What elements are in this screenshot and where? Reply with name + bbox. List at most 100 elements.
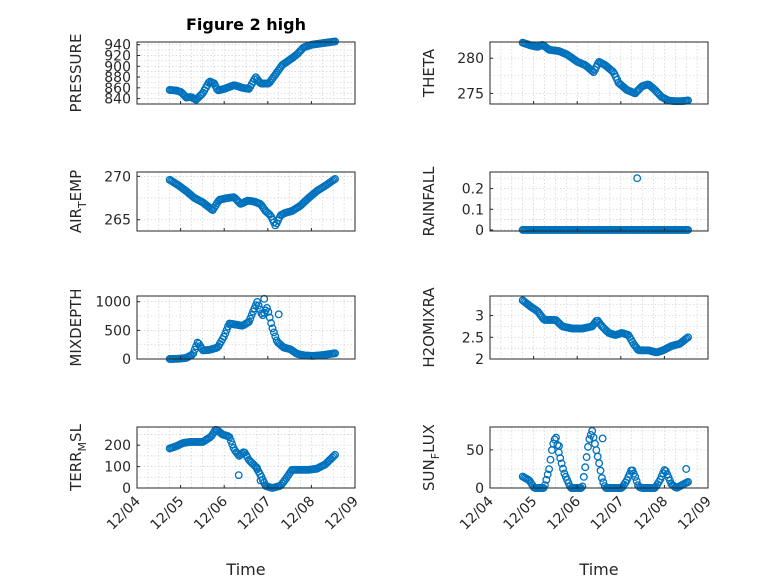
- data-point: [598, 434, 607, 443]
- data-point: [250, 75, 259, 84]
- y-tick-label: 0: [122, 481, 131, 497]
- data-point: [263, 304, 271, 312]
- x-tick-label: 12/04: [457, 493, 497, 533]
- data-point: [584, 442, 592, 451]
- data-point: [329, 452, 338, 461]
- y-tick-label: 0: [122, 352, 131, 368]
- subplot-theta: 275 280 THETA: [420, 38, 709, 106]
- data-point: [256, 476, 265, 485]
- y-tick-label: 1000: [95, 295, 131, 311]
- axes-box: [136, 41, 356, 105]
- y-axis-label: MIXDEPTH: [67, 288, 85, 366]
- data-point: [579, 472, 588, 481]
- x-axis-label: Time: [225, 560, 265, 579]
- data-point: [271, 332, 280, 341]
- data-point: [267, 319, 276, 328]
- data-point: [274, 310, 283, 319]
- y-tick-label: 880: [104, 70, 131, 86]
- x-tick-label: 12/06: [191, 493, 231, 533]
- x-tick-label: 12/06: [544, 493, 584, 533]
- data-point: [225, 433, 234, 442]
- data-point: [545, 465, 554, 474]
- data-point: [633, 174, 642, 183]
- data-point: [684, 226, 692, 234]
- data-point: [595, 459, 604, 468]
- y-tick-label: 100: [104, 460, 131, 476]
- data-point: [234, 471, 243, 480]
- data-point: [582, 453, 591, 462]
- data-point: [331, 174, 339, 183]
- data-point: [585, 435, 594, 444]
- y-tick-label: 2: [475, 352, 484, 368]
- y-tick-label: 275: [457, 86, 484, 102]
- y-tick-label: 280: [457, 51, 484, 67]
- data-point: [246, 314, 255, 323]
- data-point: [578, 482, 587, 491]
- data-point: [189, 349, 198, 358]
- y-tick-label: 265: [104, 213, 131, 229]
- y-axis-label: TERRMSL: [67, 423, 89, 492]
- x-tick-label: 12/08: [278, 494, 318, 534]
- y-tick-label: 840: [104, 92, 131, 108]
- y-axis-label: THETA: [420, 48, 438, 98]
- data-point: [265, 313, 274, 322]
- y-axis-label: SUNFLUX: [420, 424, 442, 491]
- y-tick-label: 860: [104, 81, 131, 97]
- subplot-sun-flux: 0 50 12/04 12/05 12/06 12/07 12/08 12/09 SUNFLUX…: [420, 424, 715, 579]
- data-point: [682, 334, 691, 343]
- data-point: [597, 474, 606, 482]
- x-tick-label: 12/09: [322, 494, 362, 534]
- x-tick-label: 12/05: [501, 494, 541, 534]
- y-tick-label: 270: [104, 169, 131, 185]
- data-point: [221, 329, 230, 338]
- axes-box: [489, 426, 709, 489]
- data-point: [269, 328, 278, 337]
- x-axis-label: Time: [578, 560, 618, 579]
- data-point: [542, 475, 551, 484]
- y-axis-label: AIRTEMP: [67, 170, 89, 233]
- data-point: [252, 463, 261, 472]
- data-point: [684, 477, 692, 486]
- axes-box: [136, 295, 356, 360]
- x-tick-label: 12/04: [104, 493, 144, 533]
- subplot-air-temp: 265 270 AIRTEMP: [67, 169, 356, 233]
- data-point: [557, 459, 566, 468]
- x-tick-label: 12/08: [631, 494, 671, 534]
- data-point: [331, 450, 339, 459]
- subplot-rainfall: 0 0.1 0.2 RAINFALL: [420, 166, 709, 239]
- data-point: [222, 326, 231, 334]
- data-point: [329, 175, 338, 184]
- axes-box: [489, 171, 709, 232]
- y-tick-label: 940: [104, 38, 131, 54]
- axes-box: [489, 295, 709, 360]
- data-point: [264, 307, 273, 316]
- axes-box: [489, 41, 709, 105]
- data-point: [228, 440, 237, 449]
- y-tick-label: 200: [104, 438, 131, 454]
- y-tick-label: 920: [104, 48, 131, 64]
- data-point: [226, 436, 235, 445]
- y-axis-label: RAINFALL: [420, 166, 438, 237]
- y-tick-label: 2.5: [462, 330, 484, 346]
- figure-title: Figure 2 high: [186, 15, 306, 34]
- subplot-terr-msl: 0 100 200 12/04 12/05 12/06 12/07 12/08 12/09 TER…: [67, 423, 362, 579]
- data-point: [559, 464, 567, 473]
- y-tick-label: 500: [104, 323, 131, 339]
- data-point: [253, 298, 262, 306]
- y-tick-label: 0.2: [462, 182, 484, 198]
- x-tick-label: 12/09: [675, 494, 715, 534]
- axes-box: [136, 426, 356, 489]
- x-tick-label: 12/07: [235, 494, 275, 534]
- data-point: [684, 333, 692, 342]
- y-tick-label: 50: [466, 443, 484, 459]
- data-point: [556, 454, 565, 463]
- data-point: [546, 455, 555, 464]
- data-point: [555, 442, 563, 451]
- data-point: [268, 324, 277, 333]
- y-tick-label: 0: [475, 481, 484, 497]
- data-point: [331, 37, 339, 46]
- y-tick-label: 0: [475, 223, 484, 239]
